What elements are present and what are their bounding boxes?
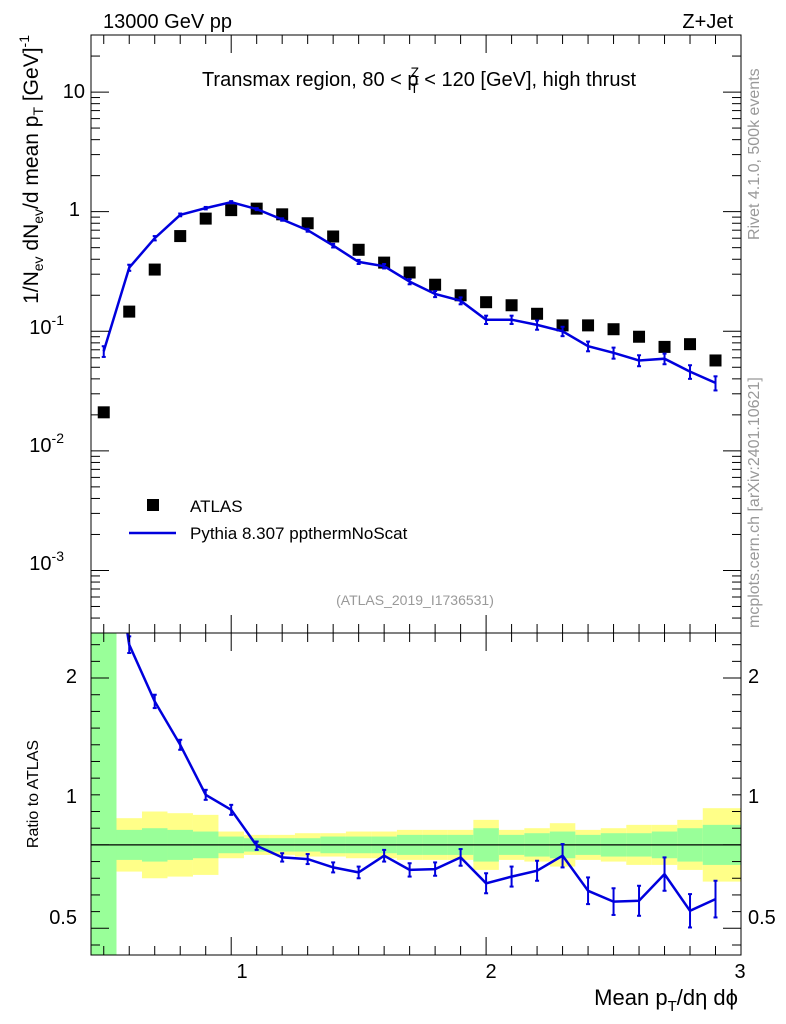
atlas-data-point (556, 319, 569, 332)
analysis-id-label: (ATLAS_2019_I1736531) (336, 592, 494, 608)
atlas-data-point (199, 212, 212, 225)
ratio-plot-axes (91, 633, 742, 955)
atlas-data-point (327, 230, 340, 243)
y-tick-label-1: 1 (69, 199, 80, 221)
atlas-data-point (480, 296, 493, 309)
main-y-tick-labels: 10 1 10-1 10-2 10-3 (29, 81, 85, 575)
atlas-data-point (225, 204, 238, 217)
atlas-data-point (174, 230, 187, 243)
atlas-data-point (123, 305, 136, 318)
legend-marker-atlas (147, 499, 159, 511)
main-plot-axes (91, 34, 742, 634)
ratio-plot-content (91, 633, 741, 955)
plot-title: Transmax region, 80 < pZ T < 120 [GeV], h… (202, 64, 637, 96)
main-plot-area (90, 34, 742, 634)
main-y-axis-label: 1/Nev dNev/d mean pT [GeV]-1 (16, 35, 46, 304)
atlas-data-point (684, 338, 697, 351)
y-tick-label-1e-2: 10-2 (29, 430, 64, 457)
ratio-clipped-group (91, 633, 741, 955)
atlas-data-point (607, 323, 620, 336)
atlas-data-point (709, 354, 722, 367)
ratio-y-tick-labels-left: 2 1 0.5 (49, 666, 77, 929)
ratio-plot-area (90, 632, 742, 956)
y-tick-label-1e-1: 10-1 (29, 312, 64, 339)
header-process-label: Z+Jet (682, 11, 733, 33)
atlas-data-point (505, 299, 518, 312)
ratio-stat-band (91, 633, 117, 955)
x-tick-label-1: 1 (236, 961, 247, 983)
pythia-line (102, 200, 717, 385)
ratio-y-tick-label-0p5-right: 0.5 (748, 907, 776, 929)
ratio-y-tick-label-1: 1 (66, 786, 77, 808)
x-axis-label: Mean pT/dη dϕ (594, 985, 738, 1015)
atlas-data-point (531, 307, 544, 320)
atlas-data-point (633, 330, 646, 343)
ratio-y-tick-label-2: 2 (66, 666, 77, 688)
atlas-data-point (301, 217, 314, 230)
ratio-plot-frame (90, 632, 742, 956)
atlas-data-point (658, 340, 671, 353)
rivet-version-label: Rivet 4.1.0, 500k events (746, 68, 763, 240)
x-tick-labels: 1 2 3 (236, 961, 745, 983)
ratio-y-tick-label-0p5: 0.5 (49, 907, 77, 929)
ratio-y-axis-label: Ratio to ATLAS (25, 740, 42, 848)
x-tick-label-3: 3 (734, 961, 745, 983)
atlas-data-point (148, 263, 161, 276)
atlas-data-point (454, 289, 467, 302)
atlas-data-point (582, 319, 595, 332)
source-label: mcplots.cern.ch [arXiv:2401.10621] (746, 377, 763, 628)
atlas-data-point (429, 278, 442, 291)
legend-label-atlas: ATLAS (190, 497, 243, 516)
legend-label-pythia: Pythia 8.307 ppthermNoScat (190, 524, 408, 543)
y-tick-label-10: 10 (63, 81, 85, 103)
legend: ATLAS Pythia 8.307 ppthermNoScat (129, 497, 408, 543)
header-energy-label: 13000 GeV pp (103, 11, 232, 33)
main-plot-content (97, 200, 722, 419)
y-tick-label-1e-3: 10-3 (29, 548, 64, 575)
atlas-data-point (352, 243, 365, 256)
x-tick-label-2: 2 (485, 961, 496, 983)
atlas-data-point (403, 266, 416, 279)
ratio-y-tick-label-2-right: 2 (748, 666, 759, 688)
ratio-y-tick-labels-right: 2 1 0.5 (748, 666, 776, 929)
ratio-y-tick-label-1-right: 1 (748, 786, 759, 808)
atlas-data-point (97, 406, 110, 419)
